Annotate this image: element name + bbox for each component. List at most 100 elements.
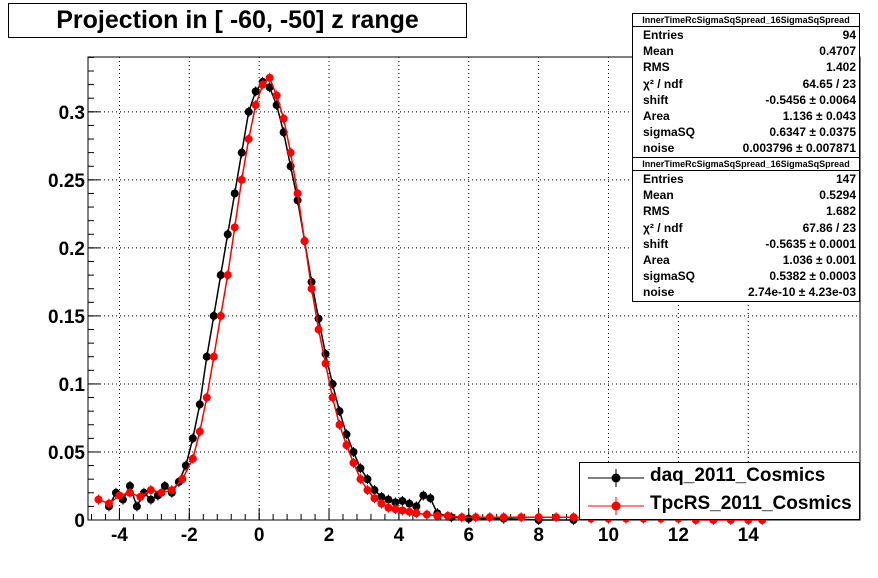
data-point-tpcrs bbox=[272, 91, 281, 100]
data-point-daq bbox=[356, 464, 365, 473]
stats-row-area: Area 1.136 ± 0.043 bbox=[643, 108, 856, 123]
legend-marker-daq bbox=[588, 469, 644, 487]
data-point-tpcrs bbox=[377, 499, 386, 508]
data-point-daq bbox=[209, 311, 218, 320]
data-point-daq bbox=[342, 430, 351, 439]
data-point-tpcrs bbox=[279, 114, 288, 123]
legend-item-daq: daq_2011_Cosmics bbox=[580, 463, 859, 491]
chart-title-text: Projection in [ -60, -50] z range bbox=[56, 6, 419, 34]
stats-box-daq: InnerTimeRcSigmaSqSpread_16SigmaSqSpread… bbox=[632, 13, 860, 158]
y-tick-label: 0.2 bbox=[59, 239, 85, 260]
data-point-daq bbox=[384, 495, 393, 504]
stats-row-mean: Mean 0.5294 bbox=[643, 188, 856, 203]
data-point-tpcrs bbox=[471, 513, 480, 522]
data-point-daq bbox=[195, 400, 204, 409]
y-tick-label: 0 bbox=[74, 511, 85, 532]
data-point-daq bbox=[405, 499, 414, 508]
stats-box-header: InnerTimeRcSigmaSqSpread_16SigmaSqSpread bbox=[633, 14, 859, 27]
data-point-tpcrs bbox=[363, 486, 372, 495]
data-point-tpcrs bbox=[485, 513, 494, 522]
data-point-daq bbox=[237, 148, 246, 157]
stats-row-sigmasq: sigmaSQ 0.6347 ± 0.0375 bbox=[643, 125, 856, 140]
data-point-daq bbox=[398, 496, 407, 505]
data-point-tpcrs bbox=[293, 189, 302, 198]
data-point-daq bbox=[464, 514, 473, 523]
data-point-tpcrs bbox=[178, 475, 187, 484]
x-tick-label: 0 bbox=[254, 525, 265, 546]
data-point-daq bbox=[419, 491, 428, 500]
data-point-tpcrs bbox=[286, 148, 295, 157]
stats-row-chi2: χ² / ndf 67.86 / 23 bbox=[643, 220, 856, 235]
data-point-tpcrs bbox=[412, 509, 421, 518]
data-point-tpcrs bbox=[433, 511, 442, 520]
data-point-tpcrs bbox=[94, 495, 103, 504]
stats-box-header: InnerTimeRcSigmaSqSpread_16SigmaSqSpread bbox=[633, 158, 859, 171]
data-point-daq bbox=[202, 352, 211, 361]
data-point-tpcrs bbox=[157, 488, 166, 497]
data-point-daq bbox=[335, 407, 344, 416]
data-point-daq bbox=[391, 498, 400, 507]
x-tick-label: 6 bbox=[463, 525, 474, 546]
data-point-tpcrs bbox=[422, 510, 431, 519]
data-point-daq bbox=[251, 87, 260, 96]
data-point-tpcrs bbox=[335, 420, 344, 429]
data-point-tpcrs bbox=[188, 454, 197, 463]
data-point-tpcrs bbox=[534, 513, 543, 522]
x-tick-label: -4 bbox=[111, 525, 128, 546]
data-point-daq bbox=[349, 447, 358, 456]
x-tick-label: 8 bbox=[533, 525, 544, 546]
stats-row-rms: RMS 1.682 bbox=[643, 204, 856, 219]
data-point-tpcrs bbox=[370, 494, 379, 503]
data-point-tpcrs bbox=[300, 237, 309, 246]
data-point-tpcrs bbox=[167, 486, 176, 495]
data-point-daq bbox=[412, 502, 421, 511]
chart-title: Projection in [ -60, -50] z range bbox=[8, 3, 467, 38]
legend: daq_2011_Cosmics TpcRS_2011_Cosmics bbox=[579, 462, 860, 520]
data-point-tpcrs bbox=[321, 359, 330, 368]
legend-item-tpcrs: TpcRS_2011_Cosmics bbox=[580, 491, 859, 519]
data-point-tpcrs bbox=[552, 513, 561, 522]
data-point-daq bbox=[230, 189, 239, 198]
y-tick-label: 0.15 bbox=[48, 307, 85, 328]
x-tick-label: 10 bbox=[598, 525, 619, 546]
data-point-daq bbox=[146, 495, 155, 504]
data-point-tpcrs bbox=[499, 513, 508, 522]
x-tick-label: 12 bbox=[668, 525, 689, 546]
stats-row-noise: noise 0.003796 ± 0.007871 bbox=[643, 141, 856, 156]
data-point-daq bbox=[265, 83, 274, 92]
data-point-tpcrs bbox=[391, 505, 400, 514]
data-point-tpcrs bbox=[230, 223, 239, 232]
data-point-tpcrs bbox=[342, 441, 351, 450]
stats-row-rms: RMS 1.402 bbox=[643, 60, 856, 75]
y-tick-label: 0.3 bbox=[59, 103, 85, 124]
x-tick-label: 2 bbox=[324, 525, 335, 546]
data-point-daq bbox=[377, 492, 386, 501]
stats-row-shift: shift -0.5456 ± 0.0064 bbox=[643, 92, 856, 107]
data-point-tpcrs bbox=[405, 507, 414, 516]
data-point-daq bbox=[160, 481, 169, 490]
x-tick-label: 14 bbox=[738, 525, 760, 546]
data-point-tpcrs bbox=[223, 271, 232, 280]
data-point-tpcrs bbox=[356, 475, 365, 484]
data-point-tpcrs bbox=[307, 284, 316, 293]
data-point-tpcrs bbox=[216, 311, 225, 320]
data-point-daq bbox=[216, 271, 225, 280]
data-point-daq bbox=[244, 107, 253, 116]
data-point-tpcrs bbox=[146, 486, 155, 495]
data-point-daq bbox=[188, 434, 197, 443]
y-tick-label: 0.1 bbox=[59, 375, 86, 396]
data-point-tpcrs bbox=[443, 511, 452, 520]
data-point-tpcrs bbox=[265, 73, 274, 82]
data-point-tpcrs bbox=[136, 492, 145, 501]
stats-row-mean: Mean 0.4707 bbox=[643, 44, 856, 59]
data-point-daq bbox=[363, 475, 372, 484]
data-point-daq bbox=[370, 486, 379, 495]
stats-row-chi2: χ² / ndf 64.65 / 23 bbox=[643, 76, 856, 91]
data-point-tpcrs bbox=[209, 352, 218, 361]
data-point-tpcrs bbox=[569, 513, 578, 522]
data-point-tpcrs bbox=[457, 513, 466, 522]
stats-row-entries: Entries 147 bbox=[643, 172, 856, 186]
data-point-tpcrs bbox=[349, 458, 358, 467]
data-point-daq bbox=[223, 230, 232, 239]
data-point-tpcrs bbox=[251, 101, 260, 110]
